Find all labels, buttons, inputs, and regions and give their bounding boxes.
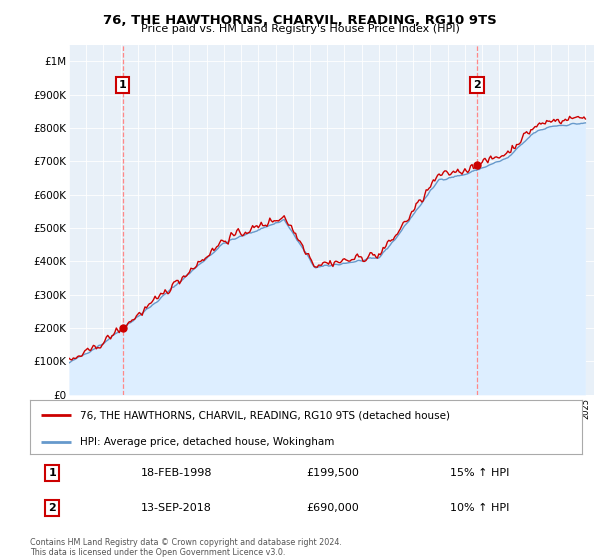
Text: 13-SEP-2018: 13-SEP-2018 [140, 503, 211, 513]
Text: 1: 1 [48, 468, 56, 478]
Text: Contains HM Land Registry data © Crown copyright and database right 2024.
This d: Contains HM Land Registry data © Crown c… [30, 538, 342, 557]
Text: HPI: Average price, detached house, Wokingham: HPI: Average price, detached house, Woki… [80, 437, 334, 447]
Text: 18-FEB-1998: 18-FEB-1998 [140, 468, 212, 478]
Text: 1: 1 [119, 80, 127, 90]
Text: 15% ↑ HPI: 15% ↑ HPI [449, 468, 509, 478]
Text: £199,500: £199,500 [306, 468, 359, 478]
Text: £690,000: £690,000 [306, 503, 359, 513]
Text: 76, THE HAWTHORNS, CHARVIL, READING, RG10 9TS: 76, THE HAWTHORNS, CHARVIL, READING, RG1… [103, 14, 497, 27]
Text: 2: 2 [48, 503, 56, 513]
Text: 2: 2 [473, 80, 481, 90]
Text: 10% ↑ HPI: 10% ↑ HPI [449, 503, 509, 513]
Text: Price paid vs. HM Land Registry's House Price Index (HPI): Price paid vs. HM Land Registry's House … [140, 24, 460, 34]
Text: 76, THE HAWTHORNS, CHARVIL, READING, RG10 9TS (detached house): 76, THE HAWTHORNS, CHARVIL, READING, RG1… [80, 410, 449, 421]
